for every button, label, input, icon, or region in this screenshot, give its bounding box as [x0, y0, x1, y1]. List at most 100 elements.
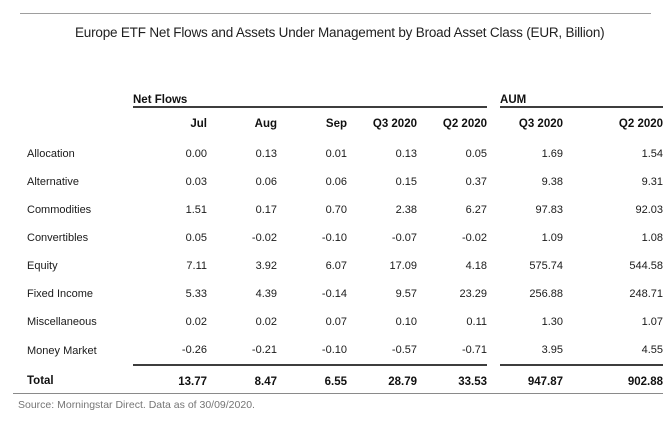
cell-value: 2.38: [395, 204, 417, 216]
column-gap: [487, 308, 500, 336]
cell-value: -0.10: [277, 336, 347, 366]
cell-value: 0.00: [185, 148, 207, 160]
cell-value: 0.70: [325, 204, 347, 216]
cell-value: 1.69: [541, 148, 564, 160]
row-label: Money Market: [27, 344, 97, 357]
cell-value: 4.39: [255, 288, 277, 300]
cell-value: 256.88: [529, 288, 564, 300]
cell-value: 4.55: [563, 336, 664, 366]
cell-value: -0.07: [391, 232, 417, 244]
cell-value: 5.33: [185, 288, 207, 300]
cell-value: 33.53: [458, 375, 488, 388]
cell-value: 0.06: [325, 176, 347, 188]
cell-value: 0.10: [395, 316, 417, 328]
group-header-row: Net Flows AUM: [27, 84, 664, 108]
cell-value: 0.17: [255, 204, 277, 216]
row-label: Fixed Income: [27, 288, 94, 300]
cell-value: 6.07: [325, 260, 347, 272]
group-gap: [487, 84, 500, 107]
column-header-aum-q2-2020: Q2 2020: [618, 118, 664, 130]
table-row: Fixed Income 5.33 4.39 -0.14 9.57 23.29 …: [27, 280, 663, 308]
cell-value: 0.06: [255, 176, 277, 188]
cell-value: 17.09: [389, 260, 417, 272]
row-label: Commodities: [27, 204, 92, 216]
table-row: Miscellaneous 0.02 0.02 0.07 0.10 0.11 1…: [27, 308, 663, 336]
cell-value: 92.03: [635, 204, 664, 216]
column-gap: [487, 196, 500, 224]
row-label: Allocation: [27, 148, 75, 160]
cell-value: 8.47: [254, 375, 277, 388]
cell-value: -0.71: [417, 336, 488, 366]
cell-value: 0.02: [185, 316, 207, 328]
cell-value: 0.11: [466, 316, 488, 328]
cell-value: 13.77: [178, 375, 207, 388]
cell-value: 0.05: [185, 232, 207, 244]
cell-value: 544.58: [629, 260, 664, 272]
column-gap: [487, 280, 500, 308]
column-gap: [487, 140, 500, 168]
cell-value: 0.03: [185, 176, 207, 188]
cell-value: 1.54: [641, 148, 664, 160]
cell-value: 1.51: [185, 204, 207, 216]
page-title: Europe ETF Net Flows and Assets Under Ma…: [75, 25, 605, 40]
cell-value: -0.26: [133, 336, 207, 366]
row-label: Total: [27, 375, 54, 387]
bottom-rule: [13, 393, 663, 394]
cell-value: 3.95: [500, 336, 564, 366]
table-row: Commodities 1.51 0.17 0.70 2.38 6.27 97.…: [27, 196, 663, 224]
top-rule: [20, 13, 651, 14]
cell-value: -0.02: [461, 232, 488, 244]
row-label: Miscellaneous: [27, 316, 97, 328]
cell-value: 6.55: [324, 375, 347, 388]
column-gap: [487, 107, 500, 140]
column-header-aum-q3-2020: Q3 2020: [518, 118, 564, 130]
cell-value: 575.74: [529, 260, 564, 272]
cell-value: 9.38: [541, 176, 564, 188]
cell-value: 6.27: [465, 204, 488, 216]
cell-value: 0.37: [465, 176, 488, 188]
table-row: Alternative 0.03 0.06 0.06 0.15 0.37 9.3…: [27, 168, 663, 196]
column-gap: [487, 336, 500, 365]
cell-value: 0.13: [395, 148, 417, 160]
cell-value: 1.09: [541, 232, 564, 244]
cell-value: 902.88: [627, 375, 664, 388]
table-row: Money Market -0.26 -0.21 -0.10 -0.57 -0.…: [27, 336, 664, 366]
cell-value: 1.30: [541, 316, 564, 328]
cell-value: 947.87: [527, 375, 564, 388]
column-header-q2-2020: Q2 2020: [442, 118, 488, 130]
cell-value: 7.11: [186, 260, 207, 272]
cell-value: 0.05: [465, 148, 488, 160]
cell-value: 248.71: [629, 288, 664, 300]
cell-value: 28.79: [388, 375, 417, 388]
column-header-jul: Jul: [190, 118, 207, 130]
cell-value: 0.07: [325, 316, 347, 328]
cell-value: 97.83: [535, 204, 564, 216]
cell-value: 1.08: [641, 232, 664, 244]
column-gap: [487, 168, 500, 196]
cell-value: -0.57: [347, 336, 417, 366]
label-spacer: [27, 107, 133, 140]
total-row: Total 13.77 8.47 6.55 28.79 33.53 947.87…: [27, 365, 663, 397]
cell-value: -0.21: [207, 336, 277, 366]
cell-value: 1.07: [641, 316, 664, 328]
cell-value: -0.02: [251, 232, 277, 244]
column-header-row: Jul Aug Sep Q3 2020 Q2 2020 Q3 2020 Q2 2…: [27, 107, 663, 140]
column-gap: [487, 224, 500, 252]
cell-value: 0.02: [255, 316, 277, 328]
flows-table: Net Flows AUM Jul Aug Sep Q3 2020 Q2 202…: [27, 84, 664, 397]
column-header-sep: Sep: [325, 118, 347, 130]
cell-value: 9.31: [641, 176, 664, 188]
group-header-net-flows: Net Flows: [133, 84, 488, 108]
label-spacer: [27, 84, 133, 107]
cell-value: 0.13: [255, 148, 277, 160]
column-gap: [487, 252, 500, 280]
source-note: Source: Morningstar Direct. Data as of 3…: [18, 399, 255, 411]
table-row: Convertibles 0.05 -0.02 -0.10 -0.07 -0.0…: [27, 224, 663, 252]
cell-value: 4.18: [465, 260, 488, 272]
table-row: Equity 7.11 3.92 6.07 17.09 4.18 575.74 …: [27, 252, 663, 280]
row-label: Alternative: [27, 176, 79, 188]
cell-value: 0.01: [325, 148, 347, 160]
cell-value: 23.29: [459, 288, 488, 300]
cell-value: 3.92: [255, 260, 277, 272]
